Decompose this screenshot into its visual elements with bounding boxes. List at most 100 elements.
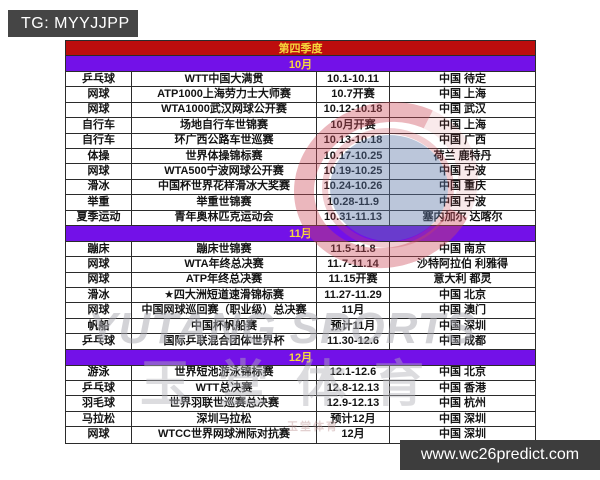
- sport-cell: 网球: [66, 257, 132, 272]
- location-cell: 中国 上海: [438, 118, 487, 131]
- month-header: 11月: [66, 225, 535, 242]
- sport-cell: 网球: [66, 87, 132, 102]
- date-cell: 12.1-12.6: [317, 365, 390, 381]
- location-cell: 中国 澳门: [438, 304, 487, 317]
- table-row: 滑冰 ★四大洲短道速滑锦标赛 11.27-11.29 中国 北京: [66, 288, 535, 304]
- date-cell: 10.28-11.9: [317, 195, 390, 210]
- event-cell: ★四大洲短道速滑锦标赛: [132, 288, 317, 303]
- date-cell: 10.12-10.18: [317, 102, 390, 118]
- date-cell: 10.31-11.13: [317, 210, 390, 225]
- sport-cell: 网球: [66, 427, 132, 443]
- location-cell: 中国 香港: [438, 381, 487, 394]
- table-row: 网球 WTA年终总决赛 11.7-11.14 沙特阿拉伯 利雅得: [66, 257, 535, 273]
- event-cell: 青年奥林匹克运动会: [132, 210, 317, 225]
- date-cell: 10.7开赛: [317, 87, 390, 102]
- sport-cell: 网球: [66, 303, 132, 318]
- location-cell: 中国 深圳: [438, 319, 487, 332]
- sport-cell: 帆船: [66, 318, 132, 334]
- location-cell: 中国 北京: [438, 288, 487, 301]
- schedule-table: 第四季度 10月 乒乓球 WTT中国大满贯 10.1-10.11 中国 待定 网球 ATP1…: [65, 40, 536, 444]
- table-row: 乒乓球 国际乒联混合团体世界杯 11.30-12.6 中国 成都: [66, 334, 535, 350]
- date-cell: 10.1-10.11: [317, 72, 390, 87]
- event-cell: WTT中国大满贯: [132, 72, 317, 87]
- event-cell: 场地自行车世锦赛: [132, 118, 317, 133]
- sport-cell: 游泳: [66, 365, 132, 381]
- event-cell: 蹦床世锦赛: [132, 241, 317, 257]
- event-cell: 中国杯帆船赛: [132, 318, 317, 334]
- location-cell: 中国 宁波: [438, 195, 487, 208]
- date-cell: 11.5-11.8: [317, 241, 390, 257]
- sport-cell: 夏季运动: [66, 210, 132, 225]
- table-row: 网球 ATP1000上海劳力士大师赛 10.7开赛 中国 上海: [66, 87, 535, 103]
- table-row: 乒乓球 WTT中国大满贯 10.1-10.11 中国 待定: [66, 72, 535, 88]
- table-row: 羽毛球 世界羽联世巡赛总决赛 12.9-12.13 中国 杭州: [66, 396, 535, 412]
- tg-handle-bar: TG: MYYJJPP: [8, 10, 138, 37]
- event-cell: WTA500宁波网球公开赛: [132, 164, 317, 179]
- table-row: 网球 WTCC世界网球洲际对抗赛 12月 中国 深圳: [66, 427, 535, 443]
- sport-cell: 马拉松: [66, 411, 132, 427]
- table-row: 网球 WTA1000武汉网球公开赛 10.12-10.18 中国 武汉: [66, 102, 535, 119]
- location-cell: 中国 南京: [438, 242, 487, 255]
- date-cell: 10.17-10.25: [317, 148, 390, 164]
- location-cell: 中国 上海: [438, 88, 487, 101]
- table-row: 蹦床 蹦床世锦赛 11.5-11.8 中国 南京: [66, 241, 535, 258]
- sport-cell: 网球: [66, 272, 132, 288]
- location-cell: 中国 宁波: [438, 165, 487, 178]
- location-cell: 中国 待定: [438, 72, 487, 85]
- event-cell: 世界体操锦标赛: [132, 148, 317, 164]
- table-row: 自行车 场地自行车世锦赛 10月开赛 中国 上海: [66, 118, 535, 134]
- website-bar: www.wc26predict.com: [400, 440, 600, 470]
- table-row: 网球 中国网球巡回赛（职业级）总决赛 11月 中国 澳门: [66, 303, 535, 319]
- date-cell: 11.30-12.6: [317, 334, 390, 349]
- location-cell: 荷兰 鹿特丹: [433, 149, 492, 162]
- table-row: 乒乓球 WTT总决赛 12.8-12.13 中国 香港: [66, 381, 535, 397]
- date-cell: 11.15开赛: [317, 272, 390, 288]
- sport-cell: 乒乓球: [66, 334, 132, 349]
- table-row: 游泳 世界短池游泳锦标赛 12.1-12.6 中国 北京: [66, 365, 535, 382]
- event-cell: 深圳马拉松: [132, 411, 317, 427]
- event-cell: ATP1000上海劳力士大师赛: [132, 87, 317, 102]
- date-cell: 12.8-12.13: [317, 381, 390, 396]
- location-cell: 中国 杭州: [438, 397, 487, 410]
- event-cell: WTA年终总决赛: [132, 257, 317, 272]
- location-cell: 中国 北京: [438, 366, 487, 379]
- location-cell: 中国 武汉: [438, 103, 487, 116]
- event-cell: 国际乒联混合团体世界杯: [132, 334, 317, 349]
- date-cell: 11月: [317, 303, 390, 318]
- location-cell: 中国 重庆: [438, 180, 487, 193]
- event-cell: 中国网球巡回赛（职业级）总决赛: [132, 303, 317, 318]
- sport-cell: 乒乓球: [66, 72, 132, 87]
- date-cell: 10.13-10.18: [317, 133, 390, 148]
- location-cell: 沙特阿拉伯 利雅得: [416, 257, 509, 270]
- date-cell: 12月: [317, 427, 390, 443]
- date-cell: 11.27-11.29: [317, 288, 390, 303]
- event-cell: WTT总决赛: [132, 381, 317, 396]
- event-cell: 世界短池游泳锦标赛: [132, 365, 317, 381]
- quarter-header: 第四季度: [66, 41, 535, 56]
- location-cell: 意大利 都灵: [433, 273, 492, 286]
- table-row: 网球 ATP年终总决赛 11.15开赛 意大利 都灵: [66, 272, 535, 289]
- event-cell: WTCC世界网球洲际对抗赛: [132, 427, 317, 443]
- sport-cell: 体操: [66, 148, 132, 164]
- date-cell: 12.9-12.13: [317, 396, 390, 411]
- event-cell: 举重世锦赛: [132, 195, 317, 210]
- date-cell: 10.19-10.25: [317, 164, 390, 179]
- date-cell: 10月开赛: [317, 118, 390, 133]
- table-row: 马拉松 深圳马拉松 预计12月 中国 深圳: [66, 411, 535, 428]
- sport-cell: 羽毛球: [66, 396, 132, 411]
- location-cell: 塞内加尔 达喀尔: [422, 211, 503, 224]
- sport-cell: 自行车: [66, 133, 132, 148]
- month-header: 10月: [66, 56, 535, 72]
- sport-cell: 举重: [66, 195, 132, 210]
- sport-cell: 网球: [66, 164, 132, 179]
- table-row: 帆船 中国杯帆船赛 预计11月 中国 深圳: [66, 318, 535, 335]
- date-cell: 10.24-10.26: [317, 179, 390, 195]
- sport-cell: 乒乓球: [66, 381, 132, 396]
- sport-cell: 滑冰: [66, 179, 132, 195]
- date-cell: 预计12月: [317, 411, 390, 427]
- event-cell: WTA1000武汉网球公开赛: [132, 102, 317, 118]
- sport-cell: 网球: [66, 102, 132, 118]
- table-row: 网球 WTA500宁波网球公开赛 10.19-10.25 中国 宁波: [66, 164, 535, 180]
- event-cell: 世界羽联世巡赛总决赛: [132, 396, 317, 411]
- location-cell: 中国 广西: [438, 134, 487, 147]
